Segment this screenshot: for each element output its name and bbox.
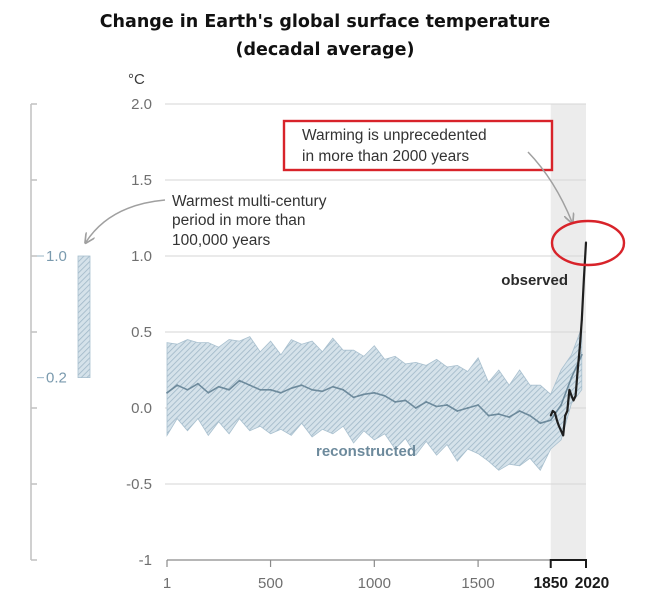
data-point-observed bbox=[564, 414, 567, 417]
data-point-observed bbox=[580, 318, 583, 321]
data-point-reconstructed bbox=[477, 404, 479, 406]
data-point-observed bbox=[566, 410, 569, 412]
data-point-reconstructed bbox=[290, 387, 293, 390]
data-point-reconstructed bbox=[435, 405, 438, 408]
series-lines bbox=[166, 241, 588, 437]
data-point-reconstructed bbox=[207, 391, 210, 394]
modern-period-bracket bbox=[549, 559, 587, 568]
reconstructed-label: reconstructed bbox=[316, 443, 416, 460]
data-point-reconstructed bbox=[166, 391, 168, 394]
recent-warming-circle bbox=[550, 219, 626, 267]
data-point-observed bbox=[578, 346, 581, 349]
data-point-observed bbox=[583, 277, 585, 280]
data-point-reconstructed bbox=[269, 388, 272, 391]
data-point-reconstructed bbox=[373, 391, 376, 394]
series-line-observed bbox=[549, 242, 588, 437]
data-point-reconstructed bbox=[580, 353, 583, 356]
data-point-reconstructed bbox=[487, 414, 490, 417]
data-point-reconstructed bbox=[259, 388, 262, 391]
warmest-line2: period in more than bbox=[172, 212, 306, 229]
uncertainty-band bbox=[166, 327, 583, 472]
data-point-reconstructed bbox=[456, 410, 459, 412]
data-point-reconstructed bbox=[425, 401, 428, 403]
warmest-arrow bbox=[86, 199, 166, 242]
data-point-reconstructed bbox=[228, 388, 230, 391]
warmest-line3: 100,000 years bbox=[172, 232, 270, 249]
unprecedented-line1: Warming is unprecedented bbox=[302, 127, 487, 144]
x-tick-label: 1 bbox=[163, 575, 171, 592]
chart-subtitle: (decadal average) bbox=[236, 40, 415, 60]
x-tick-label: 1500 bbox=[461, 575, 494, 592]
data-point-reconstructed bbox=[238, 379, 241, 382]
data-point-reconstructed bbox=[414, 407, 417, 409]
unprecedented-box bbox=[282, 119, 554, 172]
y-tick-label: 1.5 bbox=[131, 172, 152, 189]
warmest-line1: Warmest multi-century bbox=[172, 193, 327, 210]
data-point-reconstructed bbox=[280, 391, 282, 394]
observed-label: observed bbox=[501, 272, 568, 289]
data-point-reconstructed bbox=[529, 414, 531, 417]
warmest-period-range: 1.0 0.2 bbox=[30, 103, 91, 561]
range-high-label: 1.0 bbox=[46, 248, 67, 265]
data-point-observed bbox=[558, 425, 560, 428]
data-point-reconstructed bbox=[352, 396, 355, 399]
data-point-observed bbox=[551, 410, 554, 412]
y-tick-label: 1.0 bbox=[131, 248, 152, 265]
data-point-reconstructed bbox=[363, 393, 365, 396]
data-point-reconstructed bbox=[197, 382, 199, 385]
data-point-reconstructed bbox=[321, 390, 324, 393]
data-point-observed bbox=[570, 394, 573, 397]
data-point-reconstructed bbox=[539, 422, 542, 425]
data-point-reconstructed bbox=[446, 404, 448, 406]
data-point-reconstructed bbox=[311, 388, 313, 391]
unprecedented-line2: in more than 2000 years bbox=[302, 148, 469, 165]
gridlines bbox=[165, 103, 586, 485]
x-tick-label: 1000 bbox=[358, 575, 391, 592]
chart-title: Change in Earth's global surface tempera… bbox=[100, 12, 551, 32]
y-tick-label: -1 bbox=[139, 552, 152, 569]
y-unit-label: °C bbox=[128, 71, 145, 88]
data-point-reconstructed bbox=[404, 399, 407, 402]
data-point-observed bbox=[549, 414, 552, 417]
data-point-observed bbox=[585, 241, 587, 244]
data-point-reconstructed bbox=[331, 385, 334, 388]
data-point-reconstructed bbox=[342, 388, 345, 391]
x-axis: 1 500 1000 1500 1850 2020 bbox=[163, 559, 609, 592]
y-tick-label: 2.0 bbox=[131, 96, 152, 113]
data-point-observed bbox=[560, 429, 562, 432]
unprecedented-arrow bbox=[527, 151, 572, 222]
data-point-observed bbox=[574, 394, 577, 397]
data-point-reconstructed bbox=[560, 404, 562, 406]
reconstructed-uncertainty-band bbox=[166, 327, 583, 472]
data-point-reconstructed bbox=[570, 376, 573, 379]
warmest-range-bar bbox=[77, 255, 91, 378]
data-point-observed bbox=[576, 369, 579, 371]
y-tick-label: 0.5 bbox=[131, 324, 152, 341]
data-point-reconstructed bbox=[300, 384, 303, 387]
data-point-observed bbox=[568, 388, 571, 391]
data-point-observed bbox=[553, 411, 556, 414]
data-point-reconstructed bbox=[176, 384, 179, 387]
x-tick-label-bold: 2020 bbox=[575, 575, 609, 592]
y-tick-label: 0.0 bbox=[131, 400, 152, 417]
data-point-reconstructed bbox=[549, 419, 552, 422]
data-point-reconstructed bbox=[186, 388, 189, 391]
data-point-observed bbox=[572, 399, 575, 402]
data-point-reconstructed bbox=[518, 410, 521, 412]
x-tick-label: 500 bbox=[258, 575, 283, 592]
data-point-reconstructed bbox=[217, 385, 220, 388]
range-low-label: 0.2 bbox=[46, 370, 67, 387]
data-point-reconstructed bbox=[466, 407, 469, 409]
y-axis-ticks: 2.0 1.5 1.0 0.5 0.0 -0.5 -1 bbox=[126, 96, 152, 569]
data-point-reconstructed bbox=[383, 394, 386, 397]
data-point-reconstructed bbox=[248, 384, 251, 387]
x-tick-label-bold: 1850 bbox=[533, 575, 567, 592]
data-point-reconstructed bbox=[497, 413, 500, 415]
data-point-observed bbox=[562, 434, 565, 437]
data-point-reconstructed bbox=[394, 401, 396, 403]
data-point-reconstructed bbox=[508, 416, 511, 419]
data-point-observed bbox=[556, 419, 558, 422]
y-tick-label: -0.5 bbox=[126, 476, 152, 493]
